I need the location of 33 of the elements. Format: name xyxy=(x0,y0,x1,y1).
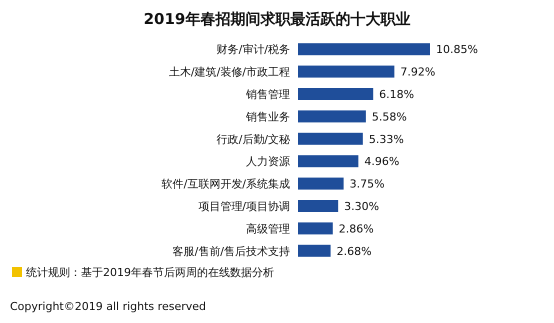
y-tick-label: 高级管理 xyxy=(246,222,290,236)
bar xyxy=(298,43,430,56)
y-tick-label: 财务/审计/税务 xyxy=(216,43,290,56)
bar xyxy=(298,155,358,168)
text: Copyright©2019 all rights reserved xyxy=(10,300,206,313)
data-label: 10.85% xyxy=(436,43,478,56)
data-label: 7.92% xyxy=(400,66,436,79)
y-tick-label: 销售业务 xyxy=(245,110,290,124)
text: 统计规则：基于2019年春节后两周的在线数据分析 xyxy=(26,266,274,279)
y-tick-label: 项目管理/项目协调 xyxy=(198,200,290,213)
bar xyxy=(298,132,363,145)
data-label: 2.86% xyxy=(338,222,374,236)
data-label: 2.68% xyxy=(336,244,372,258)
y-tick-label: 销售管理 xyxy=(245,88,290,101)
chart-title: 2019年春招期间求职最活跃的十大职业 xyxy=(144,10,410,28)
bar xyxy=(298,200,338,212)
bar xyxy=(298,244,331,257)
y-tick-label: 软件/互联网开发/系统集成 xyxy=(162,178,290,191)
data-label: 3.75% xyxy=(350,178,385,191)
data-label: 4.96% xyxy=(364,155,400,168)
data-label: 5.33% xyxy=(368,132,404,146)
data-label: 5.58% xyxy=(372,110,407,124)
bar xyxy=(298,222,333,234)
bar xyxy=(298,88,374,100)
y-tick-label: 土木/建筑/装修/市政工程 xyxy=(168,66,290,79)
y-tick-label: 人力资源 xyxy=(246,155,290,168)
bar xyxy=(298,178,344,190)
data-label: 6.18% xyxy=(379,88,414,101)
y-tick-label: 行政/后勤/文秘 xyxy=(216,132,290,146)
y-tick-label: 客服/售前/售后技术支持 xyxy=(172,244,290,258)
bar xyxy=(298,110,366,122)
bar xyxy=(298,66,394,78)
data-label: 3.30% xyxy=(344,200,380,213)
